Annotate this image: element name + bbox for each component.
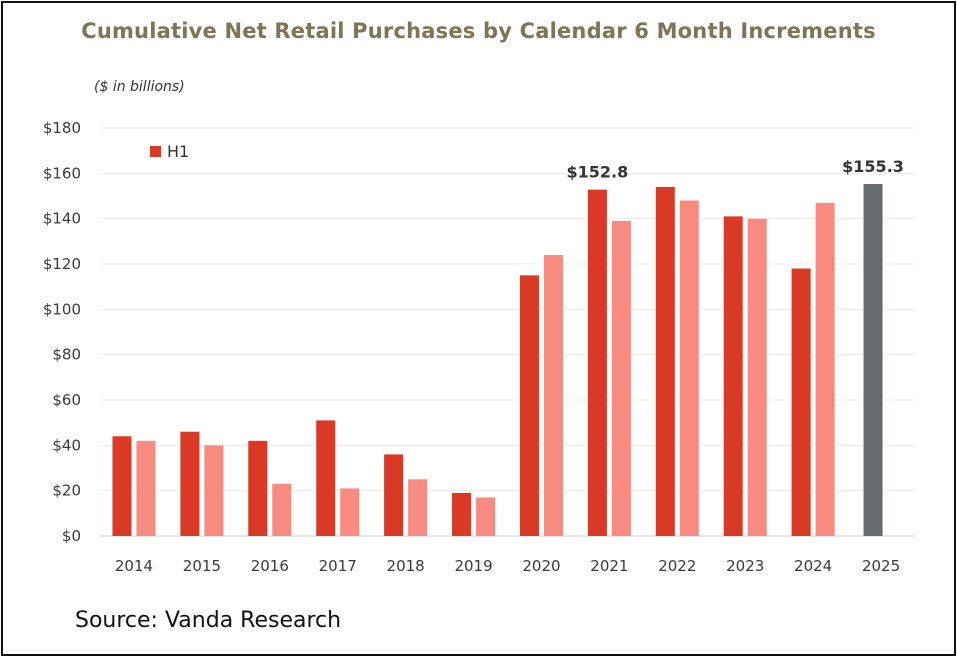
x-tick-label-2025: 2025 bbox=[862, 557, 900, 575]
x-tick-label-2019: 2019 bbox=[454, 557, 492, 575]
bar-h2-2017 bbox=[340, 488, 360, 536]
x-tick-label-2024: 2024 bbox=[794, 557, 832, 575]
y-tick-label-180: $180 bbox=[43, 119, 81, 137]
bar-h1-2019 bbox=[452, 492, 472, 536]
bar-h2-2018 bbox=[408, 479, 428, 536]
bar-h1-2021 bbox=[587, 189, 607, 537]
bar-h2-2024 bbox=[815, 202, 835, 537]
chart-subtitle: ($ in billions) bbox=[94, 79, 185, 95]
bar-h1-2024 bbox=[791, 268, 811, 536]
bar-h1-2017 bbox=[316, 420, 336, 536]
bar-h1-2018 bbox=[384, 454, 404, 536]
x-tick-label-2022: 2022 bbox=[658, 557, 696, 575]
source-note: Source: Vanda Research bbox=[75, 608, 342, 633]
bar-h2-2020 bbox=[543, 254, 563, 536]
bar-h1-2020 bbox=[519, 275, 539, 536]
bar-h1-2022 bbox=[655, 186, 675, 536]
bar-h1-2023 bbox=[723, 216, 743, 536]
bar-h2-2019 bbox=[476, 497, 496, 536]
x-tick-label-2020: 2020 bbox=[522, 557, 560, 575]
bar-h1-2014 bbox=[112, 436, 132, 536]
chart-title: Cumulative Net Retail Purchases by Calen… bbox=[81, 19, 876, 43]
x-tick-label-2021: 2021 bbox=[590, 557, 628, 575]
y-tick-label-0: $0 bbox=[62, 527, 81, 545]
bar-h2-2022 bbox=[679, 200, 699, 537]
bar-h2-2021 bbox=[611, 220, 631, 536]
y-tick-label-120: $120 bbox=[43, 255, 81, 273]
y-tick-label-80: $80 bbox=[52, 346, 81, 364]
x-tick-label-2016: 2016 bbox=[251, 557, 289, 575]
y-tick-label-40: $40 bbox=[52, 436, 81, 454]
x-tick-label-2018: 2018 bbox=[387, 557, 425, 575]
y-tick-label-140: $140 bbox=[43, 210, 81, 228]
bar-h1-2016 bbox=[248, 440, 268, 536]
y-tick-label-60: $60 bbox=[52, 391, 81, 409]
x-tick-label-2015: 2015 bbox=[183, 557, 221, 575]
bar-h2-2015 bbox=[204, 445, 224, 536]
bar-chart: $0 $20 $40 $60 $80 $100 $120 $140 $160 $180 2014 20… bbox=[43, 119, 915, 575]
legend-swatch-h1 bbox=[150, 146, 161, 157]
bar-h2-2014 bbox=[136, 440, 156, 536]
bar-h1-2025 bbox=[863, 183, 883, 536]
data-label-2021: $152.8 bbox=[567, 163, 629, 182]
bar-h1-2015 bbox=[180, 431, 200, 536]
bar-h2-2023 bbox=[747, 218, 767, 536]
y-tick-label-20: $20 bbox=[52, 482, 81, 500]
y-tick-label-100: $100 bbox=[43, 300, 81, 318]
data-label-2025: $155.3 bbox=[842, 157, 904, 176]
x-tick-label-2023: 2023 bbox=[726, 557, 764, 575]
x-tick-label-2017: 2017 bbox=[319, 557, 357, 575]
x-tick-label-2014: 2014 bbox=[115, 557, 153, 575]
y-tick-label-160: $160 bbox=[43, 164, 81, 182]
legend-label-h1: H1 bbox=[167, 142, 189, 161]
bar-h2-2016 bbox=[272, 483, 292, 536]
